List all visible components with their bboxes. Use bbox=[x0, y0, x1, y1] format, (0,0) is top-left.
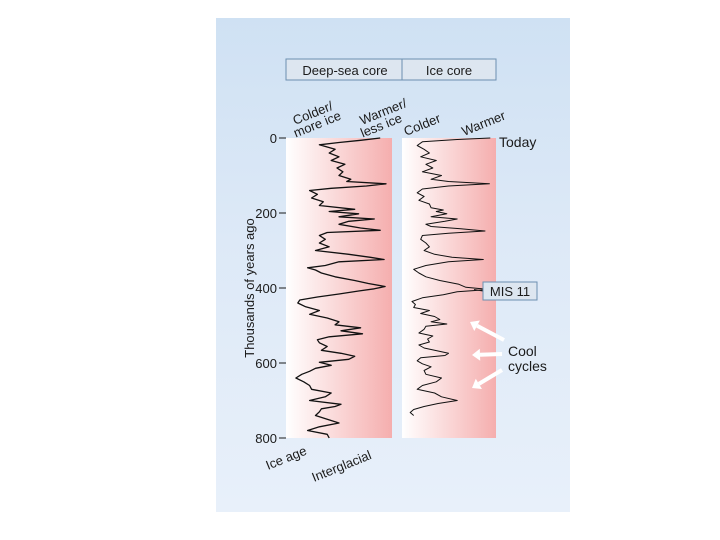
y-tick-label-200: 200 bbox=[255, 206, 277, 221]
cool-cycle-arrow-2 bbox=[472, 348, 503, 361]
deep-sea-header: Deep-sea core bbox=[302, 63, 387, 78]
y-axis: 0 200 400 600 800 bbox=[255, 131, 286, 446]
today-label: Today bbox=[499, 134, 536, 150]
y-tick-label-600: 600 bbox=[255, 356, 277, 371]
ice-core-header: Ice core bbox=[426, 63, 472, 78]
mis11-box bbox=[482, 281, 538, 301]
y-tick-label-400: 400 bbox=[255, 281, 277, 296]
ice-core-header-box bbox=[401, 58, 497, 81]
cool-cycle-arrow-1 bbox=[470, 320, 505, 342]
ice-age-label: Ice age bbox=[264, 443, 309, 473]
colder-more-ice-label: Colder/ more ice bbox=[291, 98, 344, 140]
figure-panel: Deep-sea core Ice core Colder/ more ice … bbox=[216, 18, 570, 512]
cool-cycle-arrow-3 bbox=[472, 368, 504, 390]
mis11-pointer bbox=[473, 289, 484, 292]
ice-core-series-line bbox=[409, 137, 491, 416]
cool-cycles-label-line1: Cool bbox=[508, 343, 537, 359]
mis11-label: MIS 11 bbox=[490, 284, 530, 299]
y-axis-label: Thousands of years ago bbox=[242, 218, 257, 357]
climate-record-chart: Deep-sea core Ice core Colder/ more ice … bbox=[242, 58, 547, 485]
cool-cycles-arrows bbox=[470, 320, 505, 390]
y-tick-label-0: 0 bbox=[270, 131, 277, 146]
y-tick-label-800: 800 bbox=[255, 431, 277, 446]
cool-cycles-label-line2: cycles bbox=[508, 358, 547, 374]
series-layer bbox=[295, 137, 491, 439]
deep-sea-series-line bbox=[295, 137, 387, 439]
interglacial-label: Interglacial bbox=[310, 447, 374, 485]
colder-label: Colder bbox=[402, 110, 444, 139]
